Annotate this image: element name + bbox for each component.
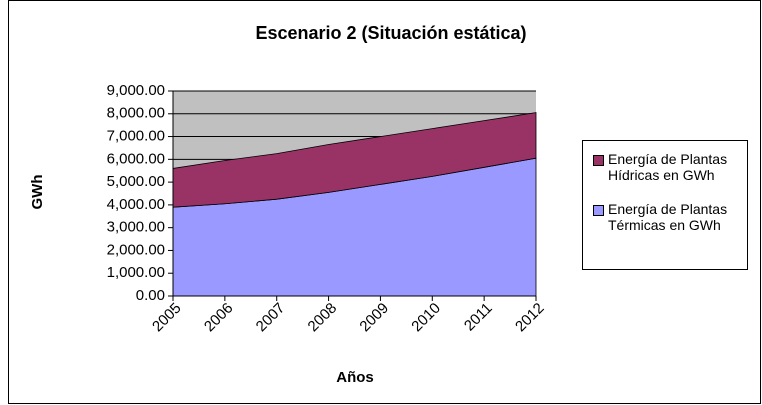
y-tick-label: 7,000.00 <box>107 128 165 145</box>
legend-label: Energía de Plantas Hídricas en GWh <box>608 151 728 183</box>
legend-swatch <box>593 155 604 166</box>
legend-label: Energía de Plantas Térmicas en GWh <box>608 201 728 233</box>
y-tick-label: 5,000.00 <box>107 173 165 190</box>
y-tick-label: 9,000.00 <box>107 82 165 99</box>
y-tick-label: 8,000.00 <box>107 105 165 122</box>
area <box>172 112 537 208</box>
y-tick-label: 3,000.00 <box>107 219 165 236</box>
y-axis-label: GWh <box>29 175 46 210</box>
y-tick-label: 4,000.00 <box>107 196 165 213</box>
legend-entry: Energía de Plantas Hídricas en GWh <box>593 151 743 183</box>
legend-entry: Energía de Plantas Térmicas en GWh <box>593 201 743 233</box>
legend-swatch <box>593 205 604 216</box>
x-axis-label: Años <box>336 369 374 386</box>
y-tick-label: 0.00 <box>136 287 165 304</box>
y-tick-label: 1,000.00 <box>107 264 165 281</box>
y-tick-label: 6,000.00 <box>107 150 165 167</box>
chart-title: Escenario 2 (Situación estática) <box>255 23 526 43</box>
legend: Energía de Plantas Hídricas en GWh Energí… <box>582 140 748 270</box>
y-tick-label: 2,000.00 <box>107 241 165 258</box>
